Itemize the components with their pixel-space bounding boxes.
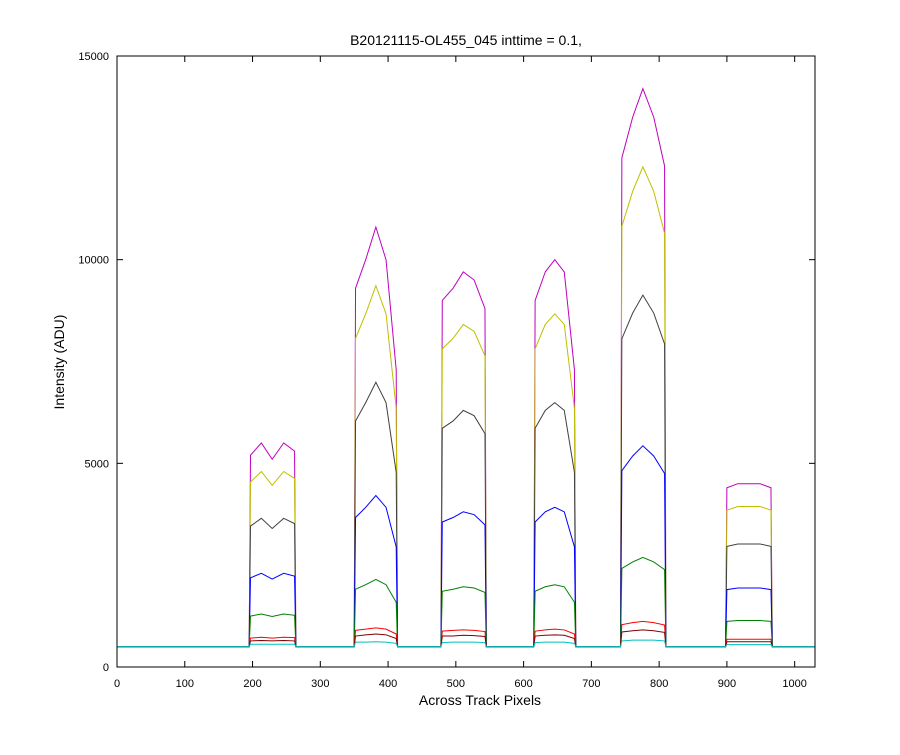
x-tick-label: 900 xyxy=(718,678,736,690)
data-line xyxy=(117,639,815,648)
x-tick-label: 200 xyxy=(243,678,261,690)
x-tick-label: 1000 xyxy=(782,678,806,690)
x-tick-label: 500 xyxy=(447,678,465,690)
x-tick-label: 300 xyxy=(311,678,329,690)
y-tick-label: 15000 xyxy=(78,51,109,63)
y-tick-label: 5000 xyxy=(85,458,109,470)
x-tick-label: 400 xyxy=(379,678,397,690)
y-axis-label: Intensity (ADU) xyxy=(51,315,67,410)
x-tick-label: 0 xyxy=(114,678,120,690)
x-tick-label: 800 xyxy=(650,678,668,690)
x-axis-label: Across Track Pixels xyxy=(419,692,541,708)
chart-title: B20121115-OL455_045 inttime = 0.1, xyxy=(350,32,582,48)
plot-frame xyxy=(116,55,816,668)
x-tick-label: 700 xyxy=(582,678,600,690)
y-tick-label: 10000 xyxy=(78,255,109,267)
x-tick-label: 100 xyxy=(176,678,194,690)
y-tick-label: 0 xyxy=(103,662,109,674)
x-tick-label: 600 xyxy=(514,678,532,690)
